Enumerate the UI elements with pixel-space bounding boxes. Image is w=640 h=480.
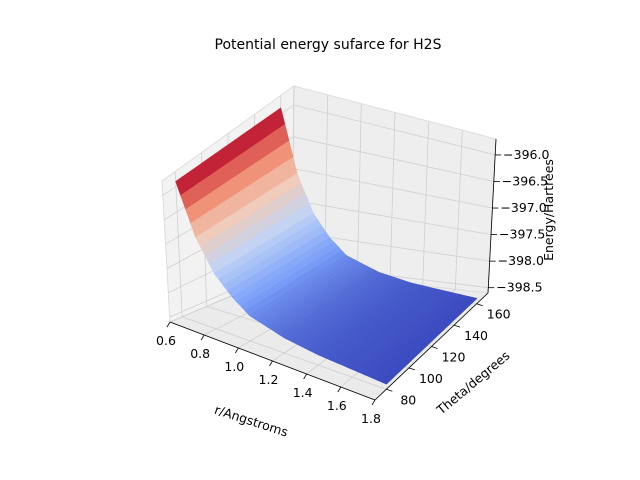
y-tick-mark xyxy=(453,324,461,328)
y-tick-mark xyxy=(431,346,438,349)
x-tick-label: 0.6 xyxy=(156,333,176,348)
x-tick-label: 1.4 xyxy=(293,385,313,400)
x-tick-mark xyxy=(200,334,205,341)
y-tick-mark xyxy=(386,388,393,392)
z-tick-label: −398.5 xyxy=(496,280,542,295)
z-tick-label: −396.0 xyxy=(503,147,549,162)
x-tick-mark xyxy=(337,386,342,393)
y-tick-label: 80 xyxy=(400,392,416,407)
z-axis-label: Energy/Hartrees xyxy=(541,159,556,261)
surface-patch xyxy=(381,376,393,385)
x-tick-label: 0.8 xyxy=(190,346,210,361)
z-tick-label: −397.0 xyxy=(500,200,546,215)
energy-surface xyxy=(175,107,478,385)
x-tick-label: 1.8 xyxy=(361,411,381,426)
chart-title: Potential energy sufarce for H2S xyxy=(215,37,442,53)
x-tick-mark xyxy=(234,347,239,354)
x-tick-mark xyxy=(269,360,273,367)
x-tick-label: 1.0 xyxy=(224,359,244,374)
y-tick-label: 160 xyxy=(487,307,511,322)
axes-lines xyxy=(166,138,502,406)
x-tick-mark xyxy=(303,373,308,380)
x-tick-mark xyxy=(166,321,171,328)
y-tick-label: 140 xyxy=(464,328,488,343)
x-tick-label: 1.2 xyxy=(259,372,279,387)
y-tick-label: 100 xyxy=(419,371,443,386)
x-tick-label: 1.6 xyxy=(327,398,347,413)
z-axis-line xyxy=(487,138,497,294)
y-tick-mark xyxy=(476,303,483,307)
z-tick-label: −397.5 xyxy=(499,227,545,242)
z-tick-label: −398.0 xyxy=(498,253,544,268)
y-gridline xyxy=(174,171,387,390)
y-tick-mark xyxy=(408,367,416,371)
x-axis-label: r/Angstroms xyxy=(213,402,290,440)
y-tick-label: 120 xyxy=(442,350,466,365)
z-tick-label: −396.5 xyxy=(502,173,548,188)
x-tick-mark xyxy=(371,399,376,406)
